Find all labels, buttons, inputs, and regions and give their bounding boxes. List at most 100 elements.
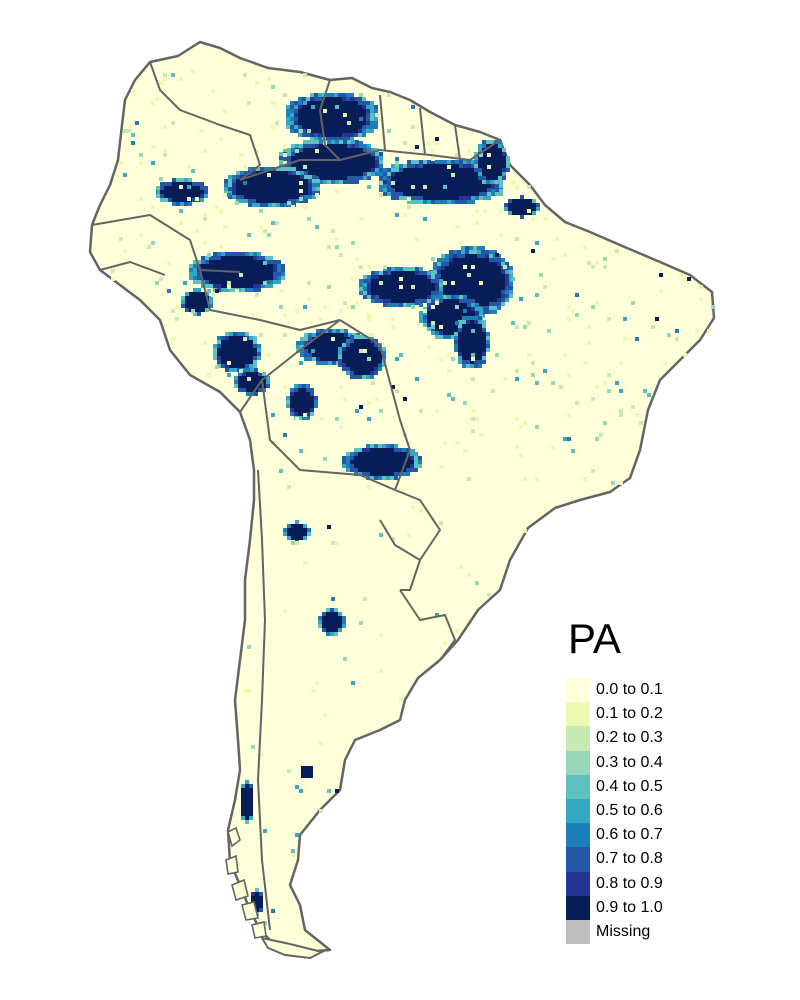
pa-cell bbox=[451, 180, 455, 184]
pa-cell bbox=[615, 381, 619, 385]
pa-cell bbox=[219, 209, 223, 213]
pa-cell bbox=[411, 105, 415, 109]
pa-cell bbox=[463, 299, 467, 303]
pa-cell bbox=[262, 384, 266, 388]
pa-cell bbox=[516, 203, 520, 207]
pa-cell bbox=[482, 356, 486, 360]
pa-cell bbox=[238, 384, 242, 388]
pa-cell bbox=[475, 307, 479, 311]
pa-cell bbox=[233, 368, 237, 372]
pa-cell bbox=[237, 252, 241, 256]
pa-cell bbox=[394, 468, 398, 472]
pa-cell bbox=[253, 352, 257, 356]
pa-cell bbox=[339, 385, 343, 389]
pa-cell bbox=[242, 372, 246, 376]
pa-cell bbox=[447, 353, 451, 357]
pa-cell bbox=[326, 93, 330, 97]
pa-cell bbox=[445, 254, 449, 258]
pa-cell bbox=[427, 196, 431, 200]
pa-cell bbox=[315, 149, 319, 153]
pa-cell bbox=[391, 176, 395, 180]
pa-cell bbox=[350, 101, 354, 105]
pa-cell bbox=[217, 360, 221, 364]
pa-cell bbox=[229, 356, 233, 360]
pa-cell bbox=[367, 265, 371, 269]
pa-cell bbox=[338, 113, 342, 117]
pa-cell bbox=[288, 179, 292, 183]
pa-cell bbox=[300, 175, 304, 179]
pa-cell bbox=[370, 444, 374, 448]
pa-cell bbox=[439, 291, 443, 295]
pa-cell bbox=[459, 311, 463, 315]
pa-cell bbox=[241, 796, 245, 800]
pa-cell bbox=[156, 190, 160, 194]
pa-cell bbox=[411, 449, 415, 453]
pa-cell bbox=[443, 311, 447, 315]
pa-cell bbox=[233, 360, 237, 364]
pa-cell bbox=[201, 304, 205, 308]
pa-cell bbox=[225, 256, 229, 260]
pa-cell bbox=[229, 344, 233, 348]
pa-cell bbox=[477, 250, 481, 254]
pa-cell bbox=[286, 113, 290, 117]
pa-cell bbox=[371, 168, 375, 172]
pa-cell bbox=[451, 335, 455, 339]
pa-cell bbox=[264, 195, 268, 199]
pa-cell bbox=[343, 168, 347, 172]
pa-cell bbox=[435, 283, 439, 287]
pa-cell bbox=[271, 909, 275, 913]
pa-cell bbox=[257, 268, 261, 272]
pa-cell bbox=[497, 298, 501, 302]
pa-cell bbox=[399, 180, 403, 184]
pa-cell bbox=[501, 278, 505, 282]
pa-cell bbox=[171, 309, 175, 313]
pa-cell bbox=[224, 179, 228, 183]
pa-cell bbox=[458, 324, 462, 328]
pa-cell bbox=[229, 256, 233, 260]
pa-cell bbox=[221, 264, 225, 268]
pa-cell bbox=[489, 294, 493, 298]
pa-cell bbox=[528, 199, 532, 203]
pa-cell bbox=[512, 207, 516, 211]
pa-cell bbox=[486, 172, 490, 176]
pa-cell bbox=[583, 245, 587, 249]
pa-cell bbox=[347, 172, 351, 176]
legend-swatch bbox=[566, 750, 590, 775]
pa-cell bbox=[473, 286, 477, 290]
pa-cell bbox=[455, 164, 459, 168]
pa-cell bbox=[273, 276, 277, 280]
pa-cell bbox=[407, 184, 411, 188]
pa-cell bbox=[474, 332, 478, 336]
pa-cell bbox=[217, 276, 221, 280]
pa-cell bbox=[427, 192, 431, 196]
pa-cell bbox=[262, 380, 266, 384]
pa-cell bbox=[499, 189, 503, 193]
pa-cell bbox=[316, 341, 320, 345]
pa-cell bbox=[319, 809, 323, 813]
pa-cell bbox=[366, 460, 370, 464]
pa-cell bbox=[441, 270, 445, 274]
pa-cell bbox=[520, 215, 524, 219]
pa-cell bbox=[279, 160, 283, 164]
pa-cell bbox=[217, 344, 221, 348]
pa-cell bbox=[431, 287, 435, 291]
pa-cell bbox=[324, 337, 328, 341]
pa-cell bbox=[251, 745, 255, 749]
pa-cell bbox=[423, 196, 427, 200]
pa-cell bbox=[431, 291, 435, 295]
pa-cell bbox=[395, 295, 399, 299]
pa-cell bbox=[189, 292, 193, 296]
pa-cell bbox=[318, 620, 322, 624]
pa-cell bbox=[298, 384, 302, 388]
pa-cell bbox=[466, 332, 470, 336]
pa-cell bbox=[267, 353, 271, 357]
pa-cell bbox=[287, 485, 291, 489]
pa-cell bbox=[298, 396, 302, 400]
pa-cell bbox=[394, 444, 398, 448]
pa-cell bbox=[479, 192, 483, 196]
pa-cell bbox=[306, 109, 310, 113]
pa-cell bbox=[229, 336, 233, 340]
pa-cell bbox=[305, 766, 309, 770]
pa-cell bbox=[217, 280, 221, 284]
pa-cell bbox=[481, 298, 485, 302]
